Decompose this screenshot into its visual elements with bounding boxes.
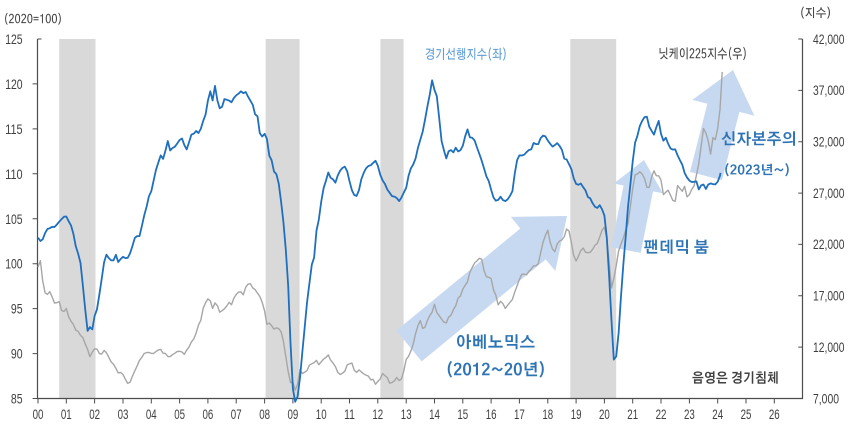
svg-text:06: 06 xyxy=(203,406,214,422)
svg-text:13: 13 xyxy=(401,406,412,422)
svg-text:37,000: 37,000 xyxy=(813,83,845,98)
svg-text:08: 08 xyxy=(259,406,270,422)
svg-text:17,000: 17,000 xyxy=(813,289,845,304)
svg-text:27,000: 27,000 xyxy=(813,186,845,201)
svg-text:22: 22 xyxy=(656,406,667,422)
svg-text:115: 115 xyxy=(5,122,22,137)
svg-text:18: 18 xyxy=(542,406,553,422)
svg-text:00: 00 xyxy=(33,406,44,422)
svg-text:16: 16 xyxy=(486,406,497,422)
svg-text:02: 02 xyxy=(89,406,100,422)
svg-text:21: 21 xyxy=(627,406,638,422)
svg-text:15: 15 xyxy=(457,406,468,422)
svg-text:7,000: 7,000 xyxy=(813,391,839,406)
svg-text:100: 100 xyxy=(5,257,23,272)
svg-text:04: 04 xyxy=(146,406,157,422)
svg-text:05: 05 xyxy=(174,406,185,422)
svg-text:32,000: 32,000 xyxy=(813,135,845,150)
svg-text:11: 11 xyxy=(344,406,355,422)
svg-text:07: 07 xyxy=(231,406,242,422)
svg-text:20: 20 xyxy=(599,406,610,422)
svg-text:14: 14 xyxy=(429,406,440,422)
svg-text:09: 09 xyxy=(288,406,299,422)
svg-text:120: 120 xyxy=(5,77,23,92)
svg-text:110: 110 xyxy=(5,167,23,182)
svg-text:10: 10 xyxy=(316,406,327,422)
svg-text:125: 125 xyxy=(5,32,22,47)
svg-text:85: 85 xyxy=(11,392,23,407)
svg-text:23: 23 xyxy=(684,406,695,422)
svg-text:26: 26 xyxy=(769,406,780,422)
svg-text:01: 01 xyxy=(61,406,72,422)
svg-text:90: 90 xyxy=(11,347,23,362)
svg-text:17: 17 xyxy=(514,406,525,422)
svg-text:42,000: 42,000 xyxy=(813,32,845,47)
svg-text:22,000: 22,000 xyxy=(813,237,845,252)
svg-text:03: 03 xyxy=(118,406,129,422)
svg-text:25: 25 xyxy=(741,406,752,422)
svg-text:12: 12 xyxy=(372,406,383,422)
svg-text:24: 24 xyxy=(712,406,723,422)
svg-text:12,000: 12,000 xyxy=(813,340,845,355)
svg-text:95: 95 xyxy=(11,302,23,317)
svg-text:105: 105 xyxy=(5,212,22,227)
svg-text:19: 19 xyxy=(571,406,582,422)
